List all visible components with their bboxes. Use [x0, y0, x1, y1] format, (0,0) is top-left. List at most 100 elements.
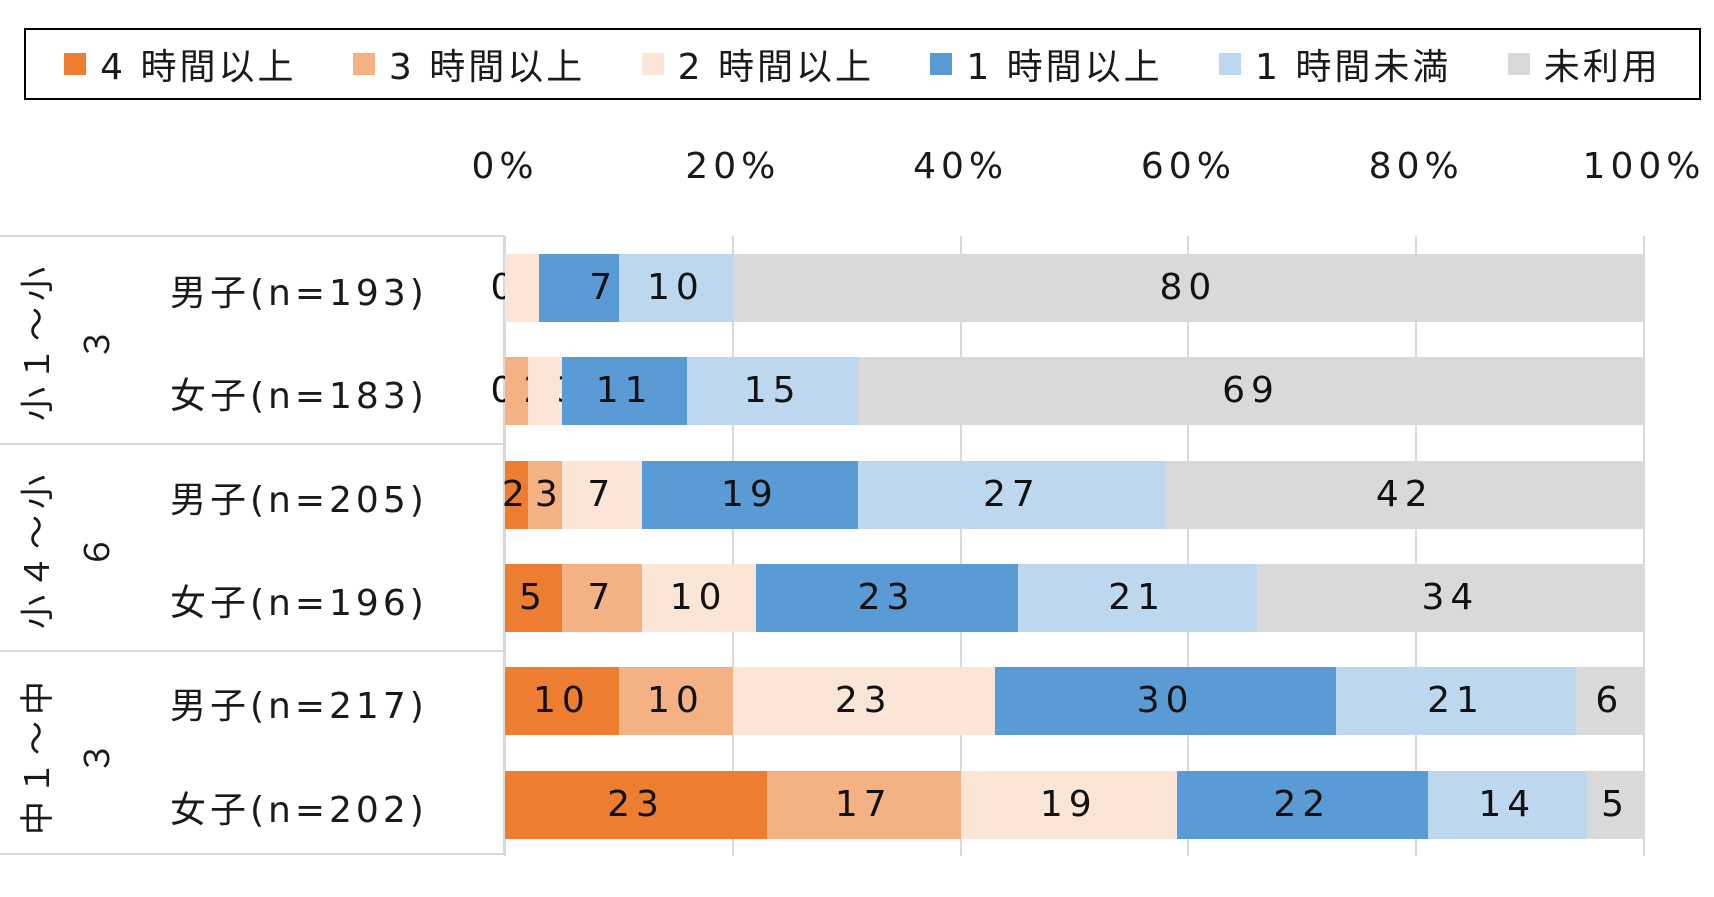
data-label: 6 — [1595, 680, 1625, 721]
legend-label: 3 時間以上 — [388, 47, 586, 88]
bar-segment — [618, 254, 733, 322]
data-label: 23 — [834, 680, 893, 721]
data-label: 10 — [646, 267, 705, 308]
group-label: 小１～小３ — [18, 261, 118, 421]
data-label: 10 — [669, 577, 728, 618]
row-label: 男子(n=217) — [170, 686, 428, 727]
data-label: 5 — [1601, 784, 1630, 825]
data-label: 34 — [1421, 577, 1480, 618]
legend-item: 1 時間未満 — [1219, 38, 1451, 90]
row-label: 女子(n=196) — [170, 583, 428, 624]
data-label: 7 — [587, 474, 617, 515]
data-label: 10 — [646, 680, 705, 721]
x-tick-label: 80% — [1368, 146, 1464, 187]
bar-segment — [1256, 564, 1644, 632]
group-label: 中１～中３ — [18, 674, 118, 835]
group: 小４～小６ 男子(n=205) 女子(n=196) — [0, 445, 503, 652]
legend-label: 未利用 — [1543, 47, 1661, 88]
bar-segment — [1427, 771, 1588, 839]
bar-segment — [766, 771, 961, 839]
legend-label: 1 時間以上 — [966, 47, 1163, 88]
row-label: 男子(n=193) — [170, 273, 428, 314]
bar-segment — [1177, 771, 1428, 839]
legend-label: 2 時間以上 — [677, 47, 874, 88]
bar-segment — [527, 357, 562, 425]
gridline — [1415, 236, 1418, 856]
bar-segment — [641, 461, 859, 529]
bar-segment — [505, 564, 562, 632]
data-label: 2 — [501, 474, 531, 515]
bar-segment — [505, 771, 767, 839]
group-label-wrap: 小１～小３ — [8, 237, 128, 445]
legend-item: 3 時間以上 — [352, 38, 586, 90]
gridline — [1187, 236, 1190, 856]
data-label: 69 — [1222, 370, 1280, 411]
gridline — [959, 236, 962, 856]
legend-item: 4 時間以上 — [64, 38, 296, 90]
bar-segment — [1336, 667, 1576, 735]
legend-swatch — [1507, 53, 1530, 75]
x-tick-label: 0% — [471, 146, 539, 187]
data-label: 7 — [589, 267, 619, 308]
bar-segment — [641, 564, 756, 632]
legend: 4 時間以上 3 時間以上 2 時間以上 1 時間以上 1 時間未満 未利用 — [24, 28, 1701, 100]
bar-segment — [527, 461, 562, 529]
bar-segment — [1587, 771, 1644, 839]
data-label: 7 — [587, 577, 617, 618]
legend-item: 1 時間以上 — [930, 38, 1162, 90]
row-label: 男子(n=205) — [170, 480, 428, 521]
data-label: 23 — [857, 577, 916, 618]
x-tick-label: 20% — [685, 146, 781, 187]
bar-segment — [618, 667, 733, 735]
bar-segment — [505, 461, 528, 529]
data-label: 11 — [595, 370, 654, 411]
legend-label: 4 時間以上 — [100, 47, 297, 88]
data-label: 21 — [1108, 577, 1167, 618]
data-label: 14 — [1478, 784, 1537, 825]
bar-segment — [505, 254, 540, 322]
bar-segment — [732, 254, 1644, 322]
row-label: 女子(n=183) — [170, 376, 428, 417]
group: 中１～中３ 男子(n=217) 女子(n=202) — [0, 652, 503, 857]
gridline — [731, 236, 734, 856]
data-label: 23 — [607, 784, 665, 825]
bar-segment — [1575, 667, 1644, 735]
bar-segment — [561, 564, 642, 632]
gridline — [504, 236, 506, 856]
data-label: 17 — [834, 784, 893, 825]
data-label: 22 — [1273, 784, 1332, 825]
x-tick-label: 40% — [913, 146, 1009, 187]
legend-swatch — [641, 53, 664, 75]
legend-label: 1 時間未満 — [1255, 47, 1452, 88]
data-label: 19 — [720, 474, 779, 515]
group-label-wrap: 中１～中３ — [8, 652, 128, 857]
gridline — [1643, 236, 1645, 856]
bar-segment — [858, 357, 1644, 425]
bar-segment — [858, 461, 1166, 529]
group: 小１～小３ 男子(n=193) 女子(n=183) — [0, 237, 503, 445]
bar-segment — [561, 357, 688, 425]
legend-item: 未利用 — [1507, 38, 1661, 90]
data-label: 3 — [534, 474, 564, 515]
data-label: 19 — [1039, 784, 1098, 825]
bar-segment — [1165, 461, 1644, 529]
data-label: 5 — [519, 577, 548, 618]
row-label: 女子(n=202) — [170, 790, 428, 831]
data-label: 15 — [743, 370, 802, 411]
legend-swatch — [930, 53, 953, 75]
bar-segment — [561, 461, 642, 529]
category-table: 小１～小３ 男子(n=193) 女子(n=183) 小４～小６ 男子(n=205) 女子(… — [0, 235, 505, 855]
bar-segment — [539, 254, 619, 322]
bar-segment — [732, 667, 995, 735]
data-label: 27 — [982, 474, 1041, 515]
data-label: 30 — [1136, 680, 1195, 721]
group-label: 小４～小６ — [18, 468, 118, 629]
data-label: 42 — [1375, 474, 1434, 515]
bar-segment — [687, 357, 859, 425]
legend-swatch — [64, 53, 87, 75]
data-label: 21 — [1427, 680, 1485, 721]
bar-segment — [755, 564, 1018, 632]
group-label-wrap: 小４～小６ — [8, 445, 128, 652]
bar-segment — [1017, 564, 1257, 632]
